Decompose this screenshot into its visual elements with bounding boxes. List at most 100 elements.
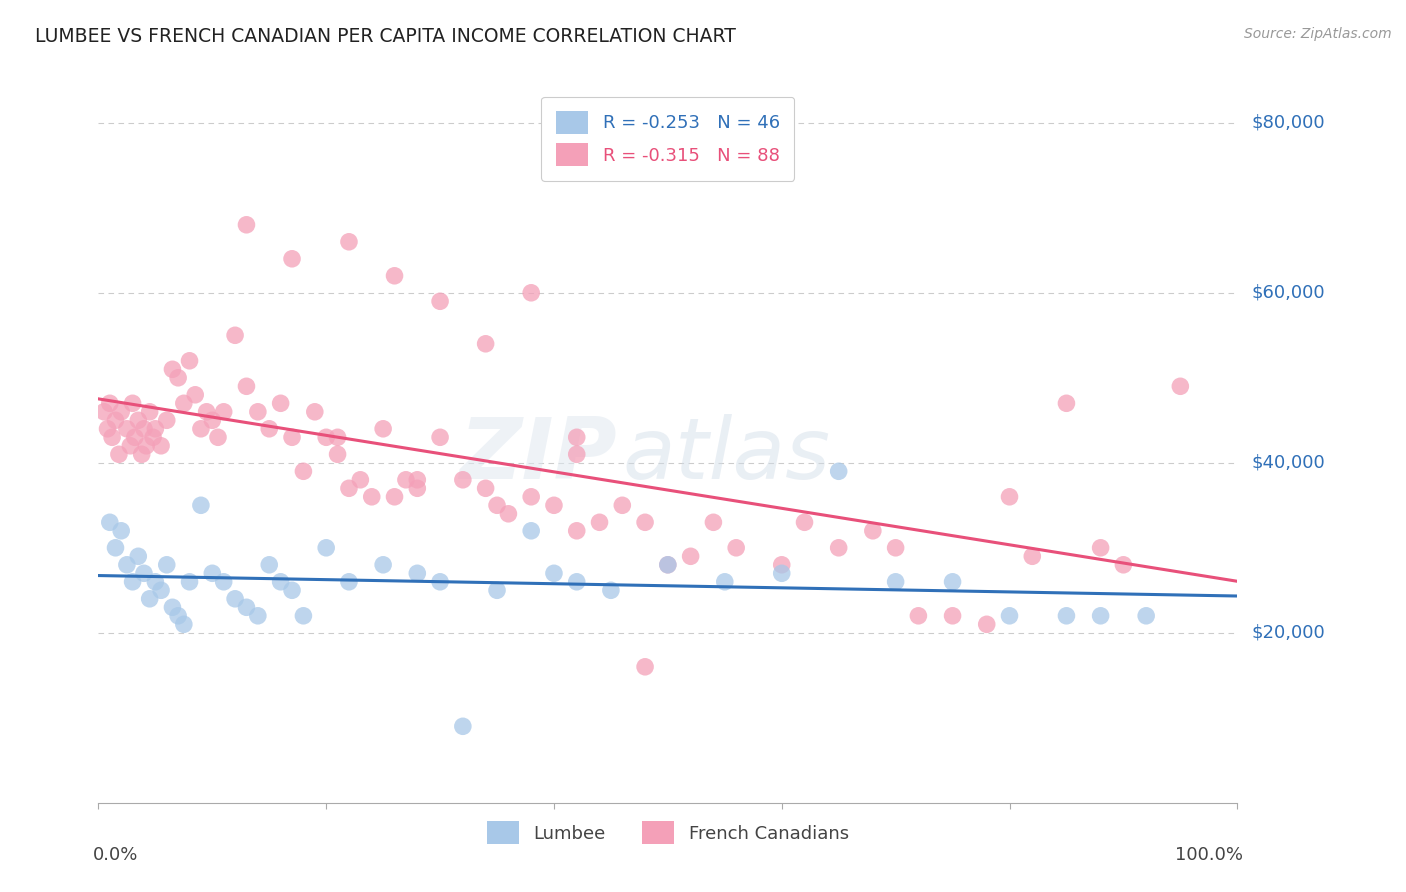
Point xyxy=(184,388,207,402)
Point xyxy=(770,558,793,572)
Point xyxy=(235,600,257,615)
Point xyxy=(98,516,121,530)
Point xyxy=(520,285,543,300)
Point xyxy=(124,430,146,444)
Point xyxy=(132,566,155,581)
Point xyxy=(429,294,451,309)
Point xyxy=(131,447,153,461)
Point xyxy=(135,439,157,453)
Point xyxy=(998,608,1021,623)
Point xyxy=(371,558,394,572)
Point xyxy=(207,430,229,444)
Text: atlas: atlas xyxy=(623,415,831,498)
Point xyxy=(520,524,543,538)
Point xyxy=(93,405,115,419)
Text: Source: ZipAtlas.com: Source: ZipAtlas.com xyxy=(1244,27,1392,41)
Point xyxy=(270,574,292,589)
Point xyxy=(429,430,451,444)
Point xyxy=(315,541,337,555)
Point xyxy=(195,405,218,419)
Point xyxy=(657,558,679,572)
Point xyxy=(108,447,131,461)
Point xyxy=(156,558,179,572)
Text: $80,000: $80,000 xyxy=(1251,114,1324,132)
Point xyxy=(173,396,195,410)
Point xyxy=(395,473,418,487)
Point xyxy=(98,396,121,410)
Point xyxy=(406,481,429,495)
Point xyxy=(110,524,132,538)
Point xyxy=(498,507,520,521)
Point xyxy=(281,583,304,598)
Point xyxy=(292,464,315,478)
Text: $60,000: $60,000 xyxy=(1251,284,1324,301)
Point xyxy=(565,430,588,444)
Point xyxy=(828,464,851,478)
Point xyxy=(702,516,724,530)
Point xyxy=(565,574,588,589)
Point xyxy=(179,353,201,368)
Point xyxy=(486,498,509,512)
Point xyxy=(156,413,179,427)
Point xyxy=(360,490,382,504)
Point xyxy=(337,574,360,589)
Point xyxy=(942,608,965,623)
Point xyxy=(486,583,509,598)
Point xyxy=(657,558,679,572)
Point xyxy=(337,235,360,249)
Point xyxy=(612,498,634,512)
Point xyxy=(520,490,543,504)
Point xyxy=(224,591,246,606)
Point xyxy=(121,574,143,589)
Point xyxy=(315,430,337,444)
Point xyxy=(96,422,118,436)
Point xyxy=(235,218,257,232)
Point xyxy=(292,608,315,623)
Point xyxy=(173,617,195,632)
Point xyxy=(190,498,212,512)
Point xyxy=(1021,549,1043,564)
Point xyxy=(167,371,190,385)
Point xyxy=(634,516,657,530)
Point xyxy=(101,430,124,444)
Point xyxy=(212,574,235,589)
Point xyxy=(259,422,281,436)
Point xyxy=(565,447,588,461)
Point xyxy=(976,617,998,632)
Point xyxy=(828,541,851,555)
Point xyxy=(132,422,155,436)
Point xyxy=(1090,608,1112,623)
Point xyxy=(167,608,190,623)
Point xyxy=(212,405,235,419)
Point xyxy=(770,566,793,581)
Point xyxy=(679,549,702,564)
Point xyxy=(115,422,138,436)
Point xyxy=(110,405,132,419)
Text: $40,000: $40,000 xyxy=(1251,454,1324,472)
Point xyxy=(907,608,929,623)
Point xyxy=(127,549,149,564)
Point xyxy=(162,600,184,615)
Point xyxy=(451,719,474,733)
Point xyxy=(104,413,127,427)
Point xyxy=(884,541,907,555)
Point xyxy=(162,362,184,376)
Point xyxy=(326,430,349,444)
Point xyxy=(224,328,246,343)
Text: $20,000: $20,000 xyxy=(1251,624,1324,642)
Point xyxy=(246,405,269,419)
Text: 100.0%: 100.0% xyxy=(1175,847,1243,864)
Point xyxy=(474,481,496,495)
Text: ZIP: ZIP xyxy=(458,415,617,498)
Point xyxy=(600,583,623,598)
Point xyxy=(142,430,165,444)
Point xyxy=(304,405,326,419)
Point xyxy=(384,268,406,283)
Point xyxy=(451,473,474,487)
Point xyxy=(326,447,349,461)
Point xyxy=(793,516,815,530)
Point xyxy=(1054,608,1078,623)
Point xyxy=(588,516,610,530)
Point xyxy=(120,439,142,453)
Point xyxy=(127,413,149,427)
